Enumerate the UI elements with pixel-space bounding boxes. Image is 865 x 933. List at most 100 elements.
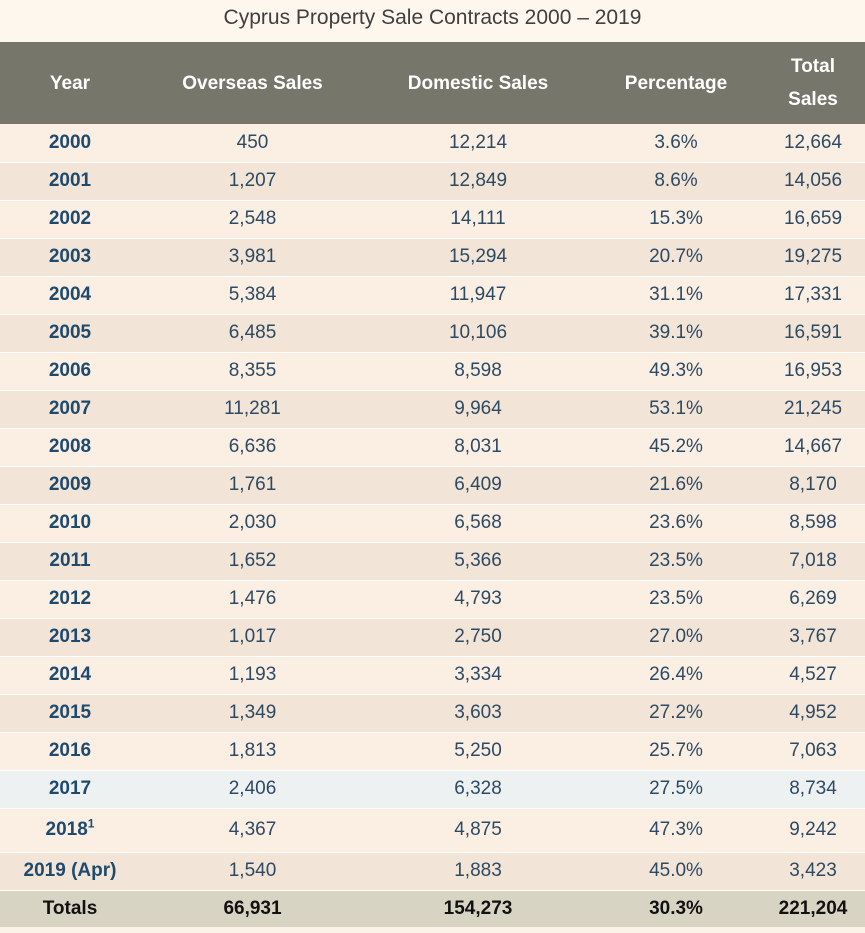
cell-year: 2003	[0, 238, 140, 277]
cell-total-sales-value: 16,591	[783, 322, 843, 343]
cell-percentage: 39.1%	[591, 314, 761, 353]
table-row: 2005 6,485 10,106 39.1% 16,591	[0, 314, 865, 353]
cell-percentage: 15.3%	[591, 200, 761, 239]
cell-total-sales: 8,734	[761, 770, 865, 809]
cell-domestic-sales: 11,947	[365, 276, 591, 315]
cell-overseas-sales-value: 1,813	[228, 740, 277, 761]
table-row: 2013 1,017 2,750 27.0% 3,767	[0, 618, 865, 657]
cell-domestic-sales-value: 8,031	[454, 436, 502, 457]
cell-total-sales-value: 17,331	[783, 284, 843, 305]
cell-year: 2016	[0, 732, 140, 771]
cell-total-sales: 14,056	[761, 162, 865, 201]
table-row: 2002 2,548 14,111 15.3% 16,659	[0, 200, 865, 239]
table-row: 2016 1,813 5,250 25.7% 7,063	[0, 732, 865, 771]
cell-total-sales: 9,242	[761, 808, 865, 853]
cell-overseas-sales: 2,030	[140, 504, 365, 543]
cell-overseas-sales: 1,761	[140, 466, 365, 505]
cell-total-sales: 6,269	[761, 580, 865, 619]
cell-total-sales-value: 8,170	[789, 474, 837, 495]
cell-total-sales-value: 14,667	[783, 436, 843, 457]
cell-overseas-sales-value: 8,355	[228, 360, 277, 381]
cell-percentage: 45.2%	[591, 428, 761, 467]
cell-domestic-sales: 6,568	[365, 504, 591, 543]
cell-year-value: 2008	[48, 436, 92, 457]
table-row: 2001 1,207 12,849 8.6% 14,056	[0, 162, 865, 201]
cell-percentage-value: 23.5%	[649, 588, 703, 609]
cell-percentage: 27.5%	[591, 770, 761, 809]
cell-domestic-sales: 5,250	[365, 732, 591, 771]
cell-percentage: 25.7%	[591, 732, 761, 771]
cell-year: 2004	[0, 276, 140, 315]
table-row: 2009 1,761 6,409 21.6% 8,170	[0, 466, 865, 505]
cell-domestic-sales-value: 1,883	[454, 860, 502, 881]
cell-percentage: 8.6%	[591, 162, 761, 201]
cell-overseas-sales: 1,652	[140, 542, 365, 581]
cell-overseas-sales: 1,540	[140, 852, 365, 891]
cell-percentage-value: 15.3%	[649, 208, 703, 229]
cell-total-sales: 7,018	[761, 542, 865, 581]
cell-domestic-sales: 1,883	[365, 852, 591, 891]
cell-domestic-sales-value: 4,875	[454, 819, 502, 840]
header-percentage: Percentage	[624, 72, 728, 94]
cell-percentage-value: 31.1%	[649, 284, 703, 305]
cell-total-sales-value: 3,767	[789, 626, 837, 647]
cell-total-sales-value: 21,245	[783, 398, 843, 419]
cell-total-sales: 7,063	[761, 732, 865, 771]
table-row: 2003 3,981 15,294 20.7% 19,275	[0, 238, 865, 277]
cell-percentage-value: 26.4%	[649, 664, 703, 685]
cell-total-sales-value: 4,952	[789, 702, 837, 723]
table-row: 2015 1,349 3,603 27.2% 4,952	[0, 694, 865, 733]
cell-overseas-sales-value: 2,548	[228, 208, 277, 229]
cell-domestic-sales: 3,603	[365, 694, 591, 733]
cell-total-sales: 17,331	[761, 276, 865, 315]
property-sales-table: Year Overseas Sales Domestic Sales Perce…	[0, 42, 865, 927]
totals-row: Totals 66,931 154,273 30.3% 221,204	[0, 890, 865, 927]
table-row: 20181 4,367 4,875 47.3% 9,242	[0, 808, 865, 853]
cell-domestic-sales-value: 12,849	[448, 170, 508, 191]
totals-overseas: 66,931	[223, 897, 282, 919]
cell-overseas-sales: 1,017	[140, 618, 365, 657]
cell-domestic-sales-value: 5,366	[454, 550, 502, 571]
totals-total: 221,204	[778, 897, 848, 919]
cell-total-sales-value: 8,734	[789, 778, 837, 799]
cell-domestic-sales: 12,214	[365, 124, 591, 163]
cell-year: 2002	[0, 200, 140, 239]
cell-overseas-sales-value: 450	[236, 131, 269, 153]
cell-domestic-sales-value: 12,214	[448, 131, 508, 153]
cell-overseas-sales: 2,406	[140, 770, 365, 809]
cell-year-value: 2013	[48, 626, 92, 647]
cell-total-sales: 16,659	[761, 200, 865, 239]
cell-percentage: 27.0%	[591, 618, 761, 657]
cell-year-value: 2001	[48, 170, 92, 191]
header-row: Year Overseas Sales Domestic Sales Perce…	[0, 42, 865, 124]
cell-year-value: 2000	[48, 131, 92, 153]
cell-overseas-sales-value: 1,476	[228, 588, 277, 609]
cell-total-sales-value: 9,242	[789, 819, 837, 840]
cell-percentage: 23.5%	[591, 542, 761, 581]
cell-domestic-sales-value: 10,106	[448, 322, 508, 343]
table-row: 2006 8,355 8,598 49.3% 16,953	[0, 352, 865, 391]
cell-domestic-sales: 8,598	[365, 352, 591, 391]
cell-overseas-sales-value: 6,485	[228, 322, 277, 343]
cell-percentage-value: 20.7%	[649, 246, 703, 267]
cell-percentage-value: 3.6%	[654, 131, 698, 153]
cell-percentage-value: 23.5%	[649, 550, 703, 571]
cell-total-sales-value: 19,275	[783, 246, 843, 267]
cell-domestic-sales: 14,111	[365, 200, 591, 239]
cell-overseas-sales: 1,193	[140, 656, 365, 695]
cell-domestic-sales-value: 4,793	[454, 588, 502, 609]
cell-overseas-sales-value: 1,761	[228, 474, 277, 495]
cell-year-value: 2002	[48, 208, 92, 229]
table-footer: Totals 66,931 154,273 30.3% 221,204	[0, 890, 865, 927]
cell-year: 2013	[0, 618, 140, 657]
cell-year: 2000	[0, 124, 140, 163]
cell-total-sales: 3,767	[761, 618, 865, 657]
cell-percentage-value: 23.6%	[649, 512, 703, 533]
cell-overseas-sales-value: 2,030	[228, 512, 277, 533]
table-row: 2019 (Apr) 1,540 1,883 45.0% 3,423	[0, 852, 865, 891]
cell-overseas-sales: 6,636	[140, 428, 365, 467]
cell-total-sales: 8,170	[761, 466, 865, 505]
cell-percentage: 3.6%	[591, 124, 761, 163]
cell-percentage-value: 53.1%	[649, 398, 703, 419]
cell-percentage-value: 8.6%	[654, 170, 698, 191]
